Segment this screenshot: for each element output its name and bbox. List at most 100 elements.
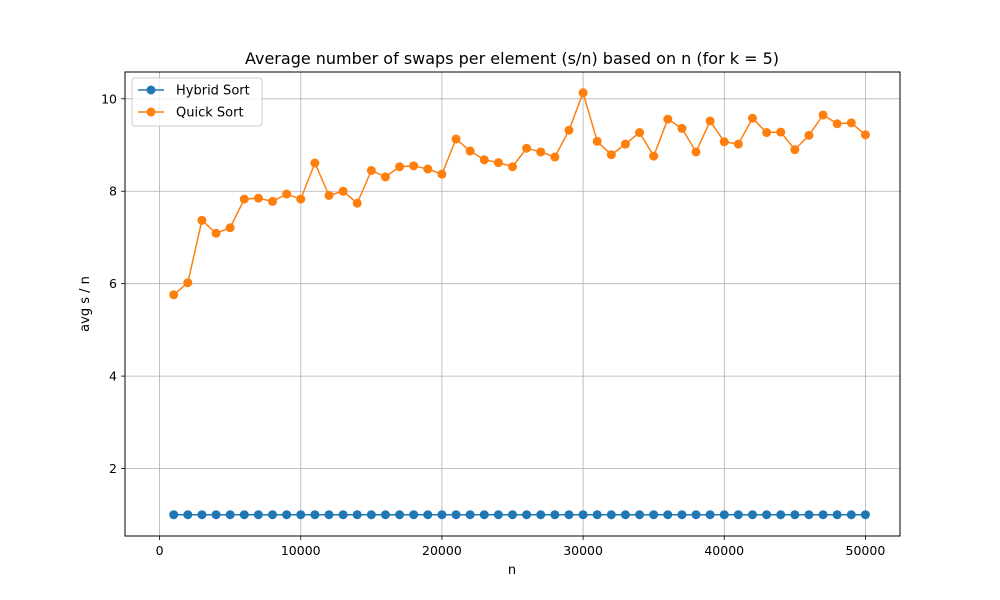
data-point	[578, 88, 588, 98]
data-point	[437, 510, 447, 520]
data-point	[268, 510, 278, 520]
data-point	[380, 510, 390, 520]
x-axis-label: n	[508, 563, 516, 578]
data-point	[776, 127, 786, 137]
data-point	[747, 113, 757, 123]
data-point	[324, 190, 334, 200]
data-point	[677, 123, 687, 133]
y-axis-label: avg s / n	[78, 276, 93, 332]
x-tick-label: 50000	[846, 543, 886, 558]
data-point	[705, 510, 715, 520]
y-tick-label: 4	[109, 369, 117, 384]
data-point	[832, 119, 842, 129]
data-point	[790, 145, 800, 155]
data-point	[493, 158, 503, 168]
series-line	[173, 90, 866, 296]
data-point	[479, 510, 489, 520]
legend-box	[131, 77, 263, 127]
data-point	[296, 194, 306, 204]
data-point	[592, 510, 602, 520]
data-point	[620, 510, 630, 520]
legend-item: Quick Sort	[138, 106, 244, 121]
data-point	[310, 158, 320, 168]
data-point	[253, 193, 263, 203]
data-point	[282, 189, 292, 199]
data-point	[183, 278, 193, 288]
data-point	[409, 510, 419, 520]
data-point	[324, 510, 334, 520]
legend-marker	[146, 85, 156, 95]
data-point	[860, 130, 870, 140]
data-point	[479, 155, 489, 165]
data-point	[550, 152, 560, 162]
legend-marker	[146, 107, 156, 117]
data-point	[239, 194, 249, 204]
data-point	[635, 510, 645, 520]
data-point	[423, 510, 433, 520]
data-point	[409, 161, 419, 171]
data-point	[169, 510, 179, 520]
data-point	[719, 137, 729, 147]
data-point	[282, 510, 292, 520]
data-point	[225, 510, 235, 520]
data-point	[395, 162, 405, 172]
data-point	[550, 510, 560, 520]
data-point	[366, 510, 376, 520]
data-point	[536, 147, 546, 157]
x-tick-label: 0	[156, 543, 164, 558]
x-tick-label: 20000	[422, 543, 462, 558]
data-point	[338, 186, 348, 196]
data-point	[451, 510, 461, 520]
x-tick-label: 10000	[281, 543, 321, 558]
data-point	[762, 510, 772, 520]
x-tick-label: 40000	[704, 543, 744, 558]
data-point	[649, 510, 659, 520]
data-point	[776, 510, 786, 520]
data-point	[366, 165, 376, 175]
x-axis: 0 10000 20000 30000 40000 50000	[156, 536, 886, 558]
legend-label: Quick Sort	[176, 106, 244, 121]
data-point	[635, 128, 645, 138]
data-point	[493, 510, 503, 520]
legend: Hybrid Sort Quick Sort	[131, 77, 263, 127]
data-point	[338, 510, 348, 520]
data-point	[691, 147, 701, 157]
data-point	[832, 510, 842, 520]
data-point	[423, 164, 433, 174]
data-point	[606, 510, 616, 520]
data-point	[169, 290, 179, 300]
data-point	[846, 118, 856, 128]
data-point	[649, 151, 659, 161]
data-point	[860, 510, 870, 520]
data-point	[804, 130, 814, 140]
y-axis: 2 4 6 8 10	[101, 91, 125, 476]
data-point	[733, 139, 743, 149]
data-point	[197, 510, 207, 520]
data-point	[310, 510, 320, 520]
data-point	[564, 510, 574, 520]
data-point	[437, 169, 447, 179]
data-point	[465, 146, 475, 156]
chart-title: Average number of swaps per element (s/n…	[245, 49, 779, 68]
data-point	[578, 510, 588, 520]
data-point	[395, 510, 405, 520]
data-point	[592, 136, 602, 146]
data-point	[606, 150, 616, 160]
y-tick-label: 6	[109, 276, 117, 291]
y-tick-label: 10	[101, 91, 117, 106]
data-point	[818, 510, 828, 520]
data-point	[183, 510, 193, 520]
series-quick-sort	[169, 88, 870, 300]
data-point	[508, 510, 517, 520]
plot-frame	[124, 71, 901, 537]
plot-area	[169, 88, 870, 520]
data-point	[239, 510, 249, 520]
y-tick-label: 8	[109, 184, 117, 199]
data-point	[733, 510, 743, 520]
data-point	[352, 510, 362, 520]
data-point	[790, 510, 800, 520]
data-point	[677, 510, 687, 520]
data-point	[536, 510, 546, 520]
data-point	[846, 510, 856, 520]
data-point	[691, 510, 701, 520]
